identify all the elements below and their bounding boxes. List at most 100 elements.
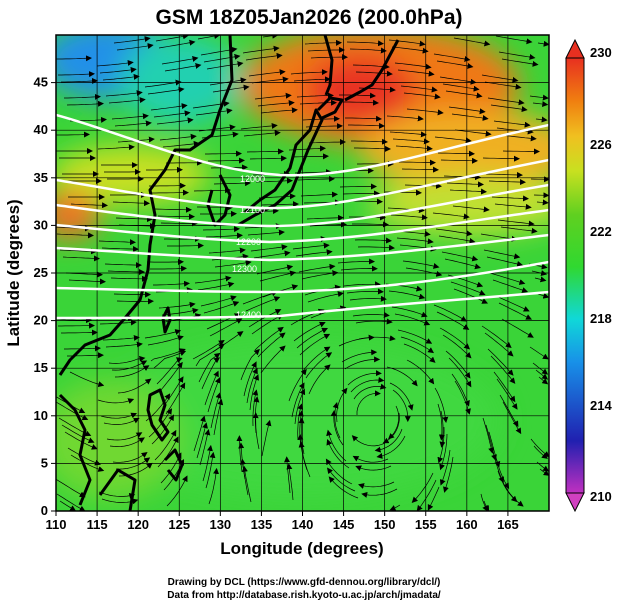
streamline xyxy=(403,343,436,363)
streamline xyxy=(532,101,549,108)
streamline xyxy=(251,314,284,335)
streamline xyxy=(157,213,195,220)
streamline xyxy=(494,203,532,210)
streamline xyxy=(115,457,151,470)
streamline xyxy=(391,46,429,54)
streamline xyxy=(197,35,221,40)
streamline xyxy=(440,157,478,164)
streamline xyxy=(307,46,345,53)
warm-patch-west xyxy=(56,190,100,240)
streamline xyxy=(437,403,445,441)
streamline xyxy=(392,389,411,423)
y-tick-label: 15 xyxy=(34,360,48,375)
streamline xyxy=(147,335,184,346)
streamline xyxy=(261,201,299,208)
colorbar-tick-label: 210 xyxy=(590,489,612,504)
streamline xyxy=(250,244,288,252)
streamline xyxy=(397,69,435,77)
streamline xyxy=(427,486,440,511)
streamline xyxy=(394,62,432,70)
streamline xyxy=(205,451,216,489)
streamline xyxy=(445,350,471,379)
streamline xyxy=(342,99,379,106)
streamline xyxy=(59,248,97,255)
contour-line xyxy=(56,290,549,320)
streamline xyxy=(354,145,391,152)
streamline xyxy=(64,431,98,450)
streamline xyxy=(499,394,519,428)
streamline xyxy=(439,410,446,448)
streamline xyxy=(56,401,89,421)
streamline xyxy=(453,288,489,304)
streamline xyxy=(449,188,487,195)
contour-line xyxy=(56,233,549,262)
streamline xyxy=(58,322,95,329)
streamline xyxy=(396,237,434,245)
coast-china-russia xyxy=(58,35,234,376)
streamline xyxy=(144,329,182,339)
streamline xyxy=(103,417,140,425)
coast-korea xyxy=(206,174,232,227)
streamline xyxy=(299,99,337,106)
streamline xyxy=(56,131,90,138)
colorbar-tick-label: 218 xyxy=(590,311,612,326)
streamline xyxy=(492,279,529,293)
contour-line xyxy=(56,260,549,294)
x-tick-label: 140 xyxy=(292,517,314,532)
streamline xyxy=(286,463,294,501)
streamline xyxy=(531,270,548,276)
streamline xyxy=(498,302,532,320)
coast-borneo xyxy=(98,468,137,511)
streamline xyxy=(307,291,344,303)
streamline xyxy=(241,465,252,503)
x-tick-label: 125 xyxy=(168,517,190,532)
streamline xyxy=(346,40,384,47)
streamline xyxy=(257,100,295,107)
streamline xyxy=(389,131,427,138)
x-tick-label: 155 xyxy=(415,517,437,532)
streamline xyxy=(356,390,381,415)
streamline xyxy=(337,258,375,265)
streamline xyxy=(154,429,177,461)
streamline xyxy=(243,130,281,137)
streamline xyxy=(437,426,445,464)
streamline xyxy=(406,359,435,385)
streamline xyxy=(153,350,187,369)
streamline xyxy=(242,45,280,54)
streamline xyxy=(151,414,175,445)
x-tick-label: 145 xyxy=(333,517,355,532)
colorbar-tick-label: 226 xyxy=(590,137,612,152)
y-axis-ticks: 0 5 10 15 20 25 30 35 40 45 xyxy=(34,75,56,518)
x-tick-label: 110 xyxy=(46,517,67,532)
streamline xyxy=(450,281,486,296)
streamline xyxy=(245,296,281,312)
streamline xyxy=(296,92,334,99)
streamline xyxy=(56,493,86,511)
streamline xyxy=(209,77,247,86)
streamline xyxy=(448,357,472,388)
streamline xyxy=(432,212,470,220)
colorbar-tick-label: 222 xyxy=(590,224,612,239)
contour-label: 12100 xyxy=(240,205,265,215)
streamline xyxy=(56,317,92,324)
contour-label: 12000 xyxy=(240,174,265,184)
colorbar-ticks: 230 226 222 218 214 210 xyxy=(590,45,612,504)
streamline xyxy=(306,214,344,221)
coast-luzon xyxy=(146,388,170,442)
streamline xyxy=(302,346,331,372)
streamline xyxy=(443,456,454,493)
streamline xyxy=(493,371,516,403)
streamline xyxy=(376,435,406,459)
streamline xyxy=(529,346,549,360)
streamline xyxy=(341,349,378,363)
streamline xyxy=(162,140,200,148)
streamline xyxy=(446,181,484,188)
streamline xyxy=(113,36,151,44)
coast-hokkaido xyxy=(316,96,344,120)
streamline xyxy=(300,191,338,198)
contour-line xyxy=(56,208,549,244)
contour-line xyxy=(56,183,549,228)
streamline xyxy=(70,202,108,209)
streamline xyxy=(483,249,521,260)
streamline xyxy=(352,455,389,463)
